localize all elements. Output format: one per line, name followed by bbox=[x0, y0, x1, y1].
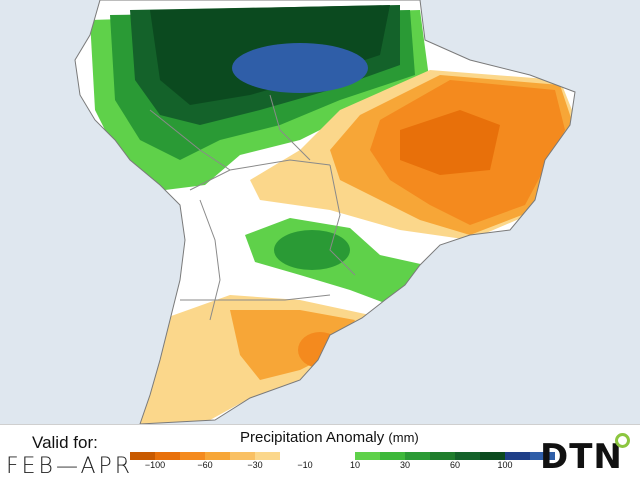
wet-swatch-6 bbox=[505, 452, 530, 460]
wet-tick-2: 60 bbox=[450, 460, 460, 470]
dtn-logo: DTN bbox=[540, 437, 623, 477]
dry-tick-2: −30 bbox=[247, 460, 262, 470]
coastline bbox=[74, 0, 576, 424]
dry-swatch-4 bbox=[230, 452, 255, 460]
dry-swatches bbox=[130, 452, 280, 460]
dry-swatch-1 bbox=[155, 452, 180, 460]
legend-bar: Valid for: FEB—APR Precipitation Anomaly… bbox=[0, 424, 640, 481]
valid-period: FEB—APR bbox=[6, 454, 134, 479]
precipitation-anomaly-map bbox=[0, 0, 640, 424]
wet-tick-0: 10 bbox=[350, 460, 360, 470]
dry-zone-core bbox=[400, 110, 500, 175]
wet-swatch-5 bbox=[480, 452, 505, 460]
wet-tick-1: 30 bbox=[400, 460, 410, 470]
legend-title-text: Precipitation Anomaly bbox=[240, 429, 385, 446]
wet-swatch-0 bbox=[355, 452, 380, 460]
dry-tick-1: −60 bbox=[197, 460, 212, 470]
color-scale: −100 −60 −30 −10 10 30 60 100 bbox=[130, 452, 555, 470]
country-borders bbox=[149, 94, 356, 321]
wet-swatches bbox=[355, 452, 555, 460]
dry-south-mid bbox=[230, 310, 355, 380]
dry-tick-3: −10 bbox=[297, 460, 312, 470]
dry-swatch-5 bbox=[255, 452, 280, 460]
legend-unit: (mm) bbox=[388, 430, 419, 445]
wet-swatch-4 bbox=[455, 452, 480, 460]
valid-label: Valid for: bbox=[32, 433, 98, 452]
logo-ring-icon bbox=[615, 433, 630, 448]
wet-swatch-3 bbox=[430, 452, 455, 460]
dry-tick-0: −100 bbox=[145, 460, 165, 470]
dry-swatch-0 bbox=[130, 452, 155, 460]
wet-swatch-7 bbox=[530, 452, 555, 460]
dry-swatch-3 bbox=[205, 452, 230, 460]
wet-swatch-1 bbox=[380, 452, 405, 460]
wet-core-blue bbox=[232, 43, 368, 93]
dry-swatch-2 bbox=[180, 452, 205, 460]
wet-band-core bbox=[274, 230, 350, 270]
legend-title: Precipitation Anomaly (mm) bbox=[240, 429, 419, 446]
wet-swatch-2 bbox=[405, 452, 430, 460]
wet-tick-3: 100 bbox=[497, 460, 512, 470]
